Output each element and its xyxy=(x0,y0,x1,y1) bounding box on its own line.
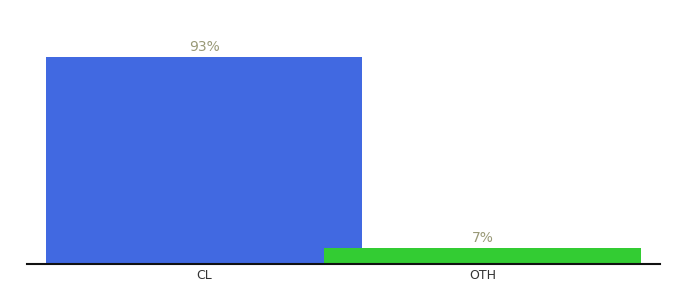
Text: 7%: 7% xyxy=(472,231,494,245)
Bar xyxy=(46,57,362,264)
Bar xyxy=(324,248,641,264)
Text: 93%: 93% xyxy=(189,40,220,54)
